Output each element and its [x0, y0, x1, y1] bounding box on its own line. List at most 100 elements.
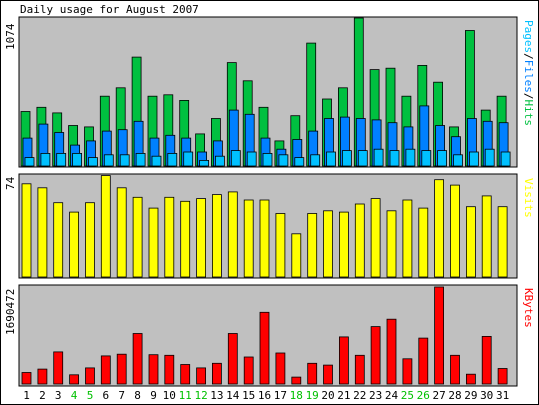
bar-visits-3	[53, 202, 64, 278]
bar-pages-1	[24, 157, 35, 167]
bar-kbytes-16	[259, 311, 270, 385]
bar-pages-21	[341, 150, 352, 167]
bar-pages-27	[437, 150, 448, 167]
bar-visits-8	[132, 196, 143, 278]
bar-visits-7	[116, 187, 127, 278]
bar-kbytes-23	[370, 326, 381, 385]
x-label-28: 28	[448, 389, 461, 402]
x-label-26: 26	[417, 389, 430, 402]
chart-title: Daily usage for August 2007	[20, 3, 199, 16]
bar-visits-15	[243, 199, 254, 278]
bar-visits-31	[497, 206, 508, 278]
bar-kbytes-1	[21, 372, 32, 385]
x-label-11: 11	[179, 389, 192, 402]
bar-kbytes-25	[402, 358, 413, 385]
bar-visits-1	[21, 183, 32, 278]
x-label-23: 23	[369, 389, 382, 402]
x-label-31: 31	[496, 389, 509, 402]
legend-part-0: KBytes	[522, 288, 535, 328]
max-label-top: 1074	[4, 23, 17, 50]
x-label-10: 10	[163, 389, 176, 402]
x-label-29: 29	[464, 389, 477, 402]
bar-visits-2	[37, 187, 48, 278]
bar-kbytes-7	[116, 353, 127, 385]
bar-pages-25	[405, 148, 416, 167]
bar-visits-28	[450, 184, 460, 278]
bar-visits-29	[465, 206, 476, 278]
bar-kbytes-22	[354, 354, 365, 385]
bar-kbytes-2	[37, 368, 48, 385]
x-label-25: 25	[401, 389, 414, 402]
bar-visits-19	[307, 213, 318, 278]
bar-kbytes-20	[323, 364, 333, 385]
x-label-21: 21	[337, 389, 350, 402]
bar-visits-21	[338, 211, 349, 278]
x-label-22: 22	[353, 389, 366, 402]
bar-visits-6	[100, 175, 111, 278]
legend-part-1: /	[522, 53, 535, 60]
bar-pages-28	[453, 154, 463, 167]
bar-pages-6	[103, 154, 114, 167]
bar-visits-26	[418, 207, 429, 278]
max-label-mid: 74	[4, 176, 17, 190]
bar-kbytes-31	[497, 368, 508, 385]
bar-kbytes-27	[434, 286, 445, 385]
bar-visits-9	[148, 207, 159, 278]
bar-kbytes-14	[227, 333, 238, 385]
x-label-19: 19	[306, 389, 319, 402]
x-label-30: 30	[480, 389, 493, 402]
legend-top: Pages/Files/Hits	[522, 20, 535, 126]
bar-pages-16	[262, 152, 273, 167]
x-label-9: 9	[150, 389, 157, 402]
bar-kbytes-5	[85, 367, 95, 385]
bar-pages-24	[389, 150, 400, 167]
bars-mid	[21, 175, 508, 278]
bar-pages-18	[294, 157, 305, 167]
bar-kbytes-21	[338, 336, 349, 385]
bar-visits-13	[211, 194, 222, 278]
bar-visits-10	[164, 196, 175, 278]
bar-kbytes-15	[243, 356, 254, 385]
x-label-5: 5	[87, 389, 94, 402]
x-label-7: 7	[118, 389, 125, 402]
bar-kbytes-26	[418, 337, 429, 385]
bar-pages-4	[72, 152, 82, 167]
x-label-27: 27	[432, 389, 445, 402]
bar-visits-22	[354, 203, 365, 278]
bar-pages-9	[151, 155, 162, 167]
bar-kbytes-6	[100, 355, 111, 385]
x-label-8: 8	[134, 389, 141, 402]
bar-pages-3	[56, 152, 67, 167]
bar-pages-29	[468, 151, 479, 167]
bar-kbytes-12	[196, 367, 207, 385]
bar-pages-20	[326, 151, 336, 167]
x-axis-labels: 1 2 3 4 5 6 7 8 9 10 11 12 13 14 15 16 17 18 19 20 21 22 23 24 2…	[23, 389, 509, 402]
bar-visits-25	[402, 199, 413, 278]
x-label-18: 18	[290, 389, 303, 402]
x-label-4: 4	[71, 389, 78, 402]
bar-pages-14	[230, 150, 241, 167]
bar-kbytes-29	[465, 373, 476, 385]
x-label-24: 24	[385, 389, 399, 402]
x-label-3: 3	[55, 389, 62, 402]
bar-pages-10	[167, 152, 178, 167]
x-label-1: 1	[23, 389, 30, 402]
bar-kbytes-11	[180, 364, 191, 385]
bar-kbytes-28	[450, 354, 460, 385]
x-label-17: 17	[274, 389, 287, 402]
legend-bot: KBytes	[522, 288, 535, 328]
bar-pages-23	[373, 148, 384, 167]
bar-kbytes-3	[53, 351, 64, 385]
x-label-2: 2	[39, 389, 46, 402]
legend-mid: Visits	[522, 178, 535, 218]
legend-part-4: Hits	[522, 100, 535, 127]
bar-kbytes-17	[275, 352, 286, 385]
legend-part-3: /	[522, 93, 535, 100]
legend-part-0: Pages	[522, 20, 535, 53]
bar-kbytes-19	[307, 362, 318, 385]
bar-pages-22	[357, 150, 368, 167]
bar-kbytes-13	[211, 362, 222, 385]
bar-kbytes-4	[69, 374, 79, 385]
x-label-15: 15	[242, 389, 255, 402]
